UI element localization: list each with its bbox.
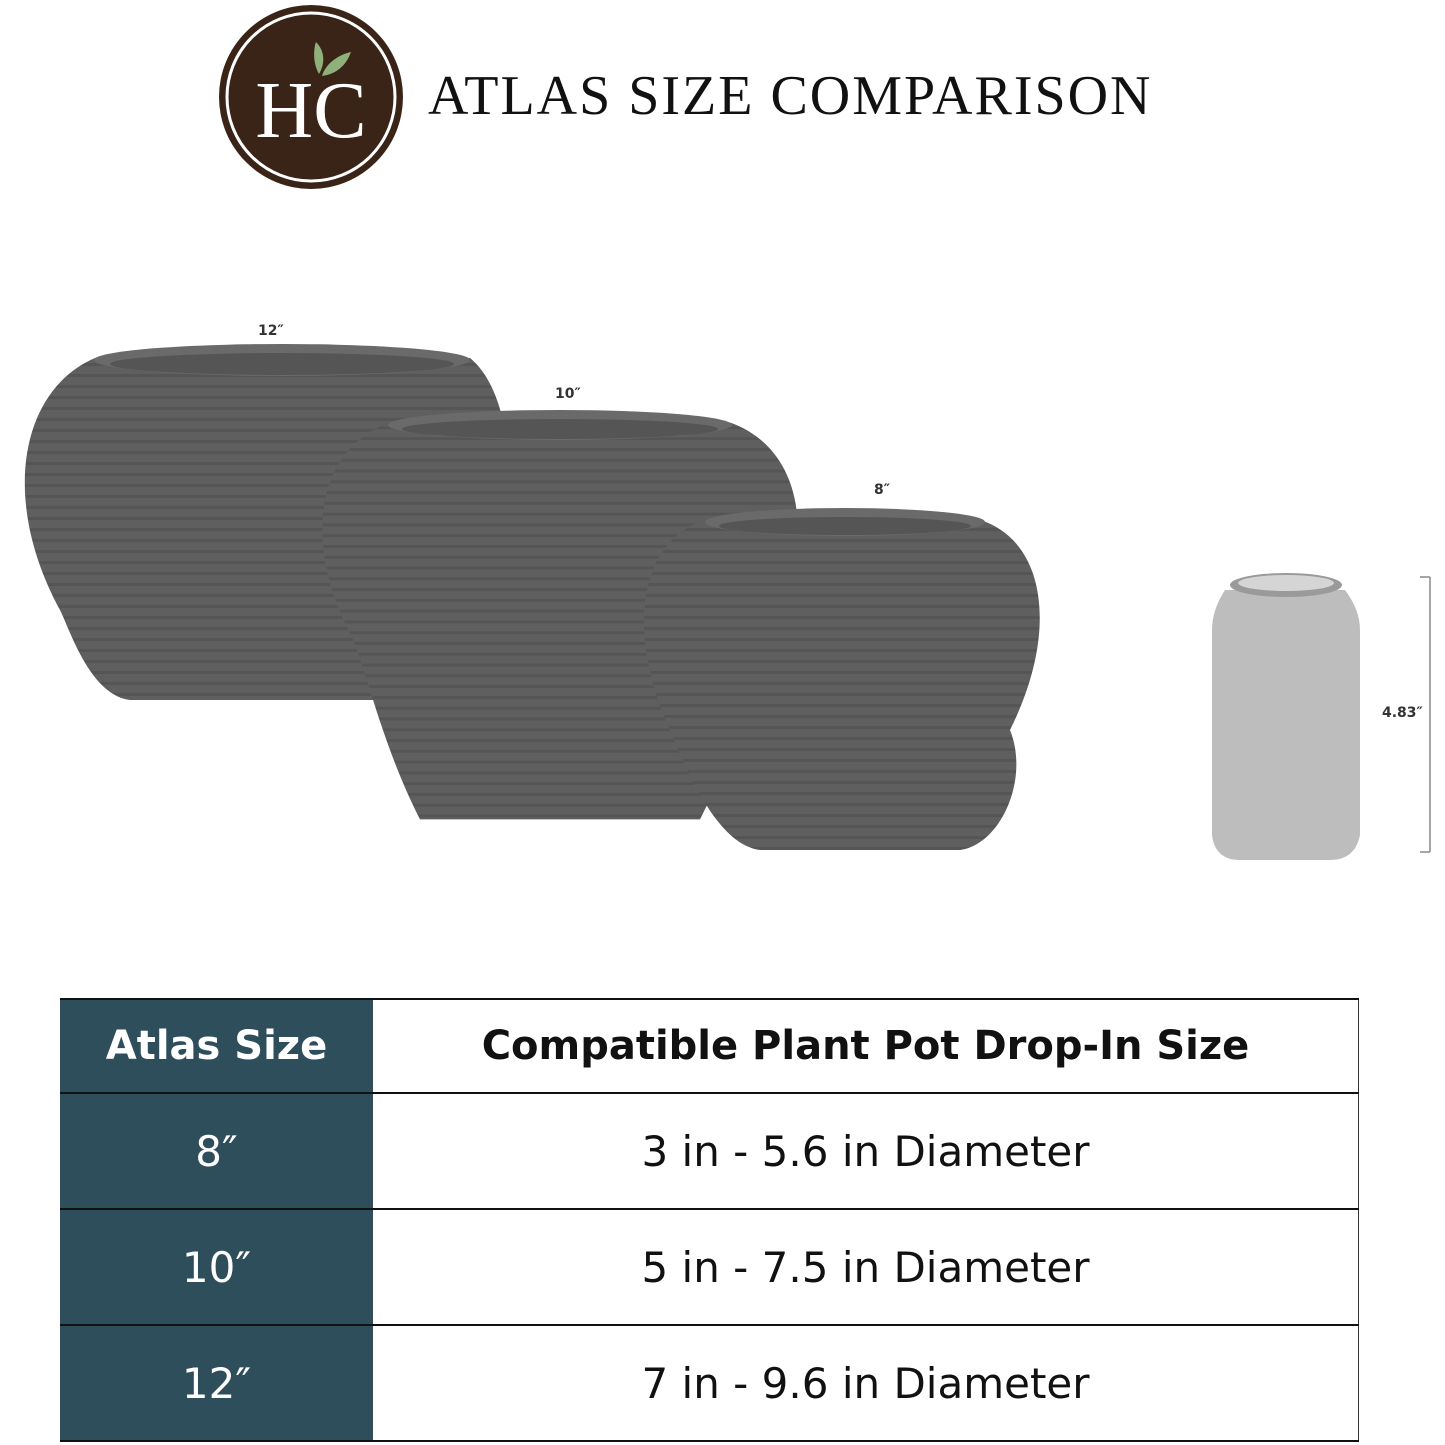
table-row: 12″ 7 in - 9.6 in Diameter: [60, 1324, 1359, 1442]
page-title: ATLAS SIZE COMPARISON: [428, 65, 1153, 127]
size-cell: 12″: [60, 1324, 373, 1442]
range-cell: 3 in - 5.6 in Diameter: [373, 1092, 1359, 1210]
pot-12-label: 12″: [258, 323, 284, 339]
pots-illustration: [24, 344, 1431, 860]
brand-logo: HC: [219, 5, 403, 189]
pot-8: [644, 508, 1040, 850]
size-cell: 10″: [60, 1208, 373, 1326]
size-cell: 8″: [60, 1092, 373, 1210]
table-row: 8″ 3 in - 5.6 in Diameter: [60, 1092, 1359, 1210]
size-table: Atlas Size Compatible Plant Pot Drop-In …: [60, 998, 1359, 1442]
table-header: Atlas Size Compatible Plant Pot Drop-In …: [60, 998, 1359, 1094]
soda-can: [1212, 573, 1360, 860]
range-cell: 5 in - 7.5 in Diameter: [373, 1208, 1359, 1326]
height-dimension-line: [1420, 576, 1431, 853]
svg-text:HC: HC: [255, 67, 366, 155]
header-atlas-size: Atlas Size: [60, 998, 373, 1094]
header-compatible-size: Compatible Plant Pot Drop-In Size: [373, 998, 1359, 1094]
table-row: 10″ 5 in - 7.5 in Diameter: [60, 1208, 1359, 1326]
can-height-label: 4.83″: [1382, 705, 1423, 721]
pot-8-label: 8″: [874, 482, 890, 498]
range-cell: 7 in - 9.6 in Diameter: [373, 1324, 1359, 1442]
pot-10-label: 10″: [555, 386, 581, 402]
